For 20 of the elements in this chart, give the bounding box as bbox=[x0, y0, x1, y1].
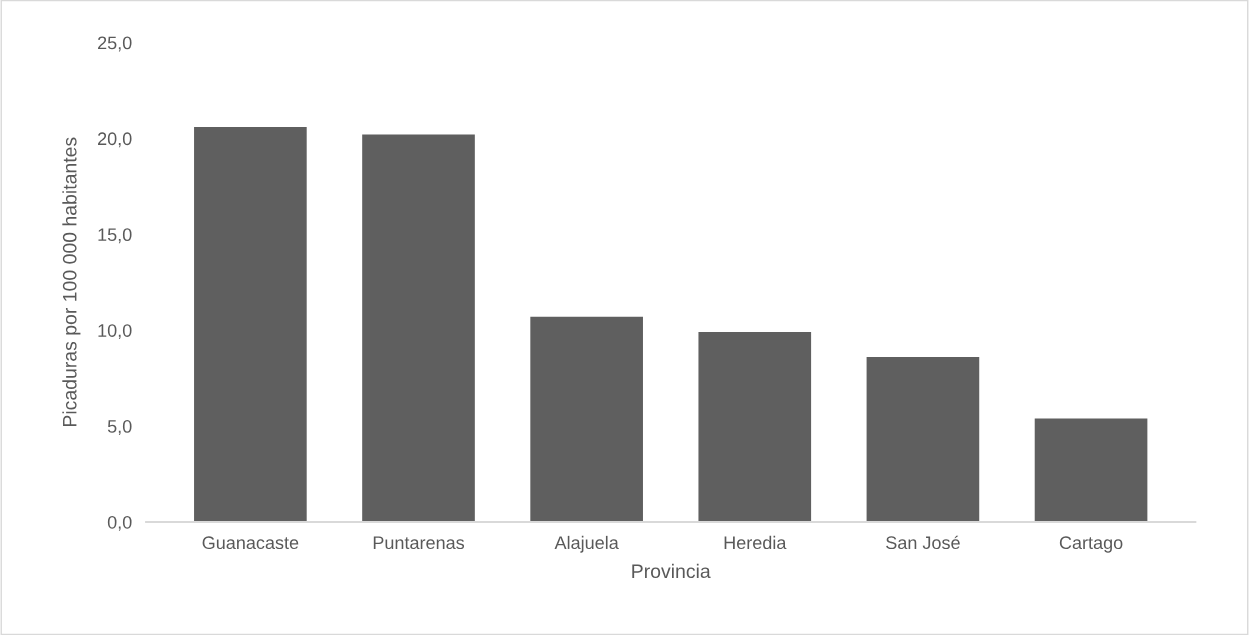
bar bbox=[530, 316, 643, 522]
x-tick-label: Cartago bbox=[1059, 536, 1123, 553]
x-tick-label: Guanacaste bbox=[202, 536, 299, 550]
y-tick-label: 0,0 bbox=[107, 515, 132, 531]
x-tick-label: Heredia bbox=[724, 535, 787, 550]
y-tick-label: 15,0 bbox=[98, 228, 132, 244]
bar bbox=[698, 332, 812, 522]
y-tick-label: 25,0 bbox=[98, 36, 132, 52]
y-tick-label: 10,0 bbox=[98, 324, 132, 340]
bar bbox=[866, 357, 980, 522]
x-tick-label: Alajuela bbox=[554, 535, 619, 553]
y-axis-title: Picaduras por 100 000 habitantes bbox=[62, 137, 81, 427]
bar bbox=[194, 126, 307, 522]
y-tick-label: 5,0 bbox=[107, 420, 132, 435]
bar bbox=[1034, 418, 1148, 522]
x-tick-label: Puntarenas bbox=[373, 536, 465, 550]
bar bbox=[362, 134, 475, 522]
x-axis-title: Provincia bbox=[632, 563, 711, 579]
x-tick-label: San José bbox=[886, 535, 960, 550]
y-tick-label: 20,0 bbox=[98, 132, 132, 148]
